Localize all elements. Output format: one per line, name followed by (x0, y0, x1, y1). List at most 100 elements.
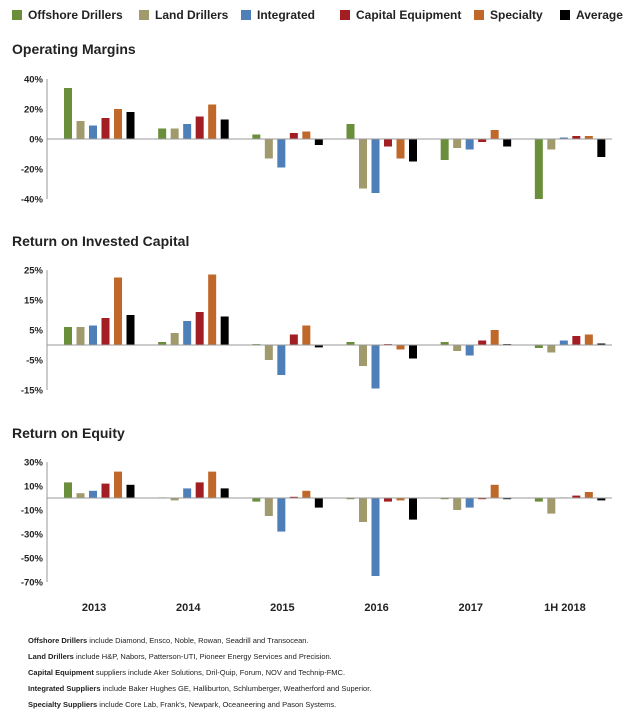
bar (534, 345, 543, 348)
y-tick-label: -15% (21, 386, 44, 397)
footnote: Land Drillers include H&P, Nabors, Patte… (28, 649, 628, 665)
footnote-text: include Baker Hughes GE, Halliburton, Sc… (100, 684, 372, 693)
bar (478, 340, 487, 345)
legend-item-specialty: Specialty (474, 8, 543, 22)
bar (183, 321, 192, 345)
bar (220, 488, 229, 498)
bar (114, 109, 122, 139)
y-tick-label: -70% (21, 578, 44, 589)
bar (346, 124, 355, 139)
legend-item-land-drillers: Land Drillers (139, 8, 228, 22)
y-tick-label: -10% (21, 506, 44, 517)
bar (559, 137, 568, 139)
y-tick-label: -50% (21, 554, 44, 565)
legend-label: Land Drillers (155, 8, 229, 22)
bar (264, 498, 273, 516)
bar (101, 318, 110, 345)
y-tick-label: 5% (29, 326, 43, 337)
footnote-term: Land Drillers (28, 652, 74, 661)
bar (409, 345, 417, 359)
bar (490, 130, 499, 139)
y-tick-label: -5% (26, 356, 43, 367)
chart-title-roic: Return on Invested Capital (12, 233, 190, 249)
legend-swatch (560, 10, 570, 20)
bar (490, 484, 499, 498)
legend-swatch (474, 10, 484, 20)
bar (314, 139, 323, 145)
bar (170, 128, 179, 139)
bar (170, 333, 179, 345)
bar (208, 274, 217, 345)
bar (195, 116, 204, 139)
bar (302, 131, 311, 139)
legend-item-integrated: Integrated (241, 8, 315, 22)
bar (584, 334, 593, 345)
bar (534, 139, 543, 199)
bar (64, 482, 72, 498)
bar (559, 340, 568, 345)
bar (584, 492, 593, 498)
legend-item-average: Average (560, 8, 623, 22)
footnote: Capital Equipment suppliers include Aker… (28, 665, 628, 681)
bar (252, 134, 261, 139)
x-tick-label: 1H 2018 (544, 602, 586, 614)
bar (314, 345, 323, 348)
bar (101, 483, 110, 498)
chart-title-operating-margins: Operating Margins (12, 41, 136, 57)
bar (289, 334, 298, 345)
legend-item-capital-equipment: Capital Equipment (340, 8, 461, 22)
bar (572, 495, 581, 498)
y-tick-label: 15% (24, 296, 44, 307)
bar (371, 498, 380, 576)
y-tick-label: 30% (24, 458, 44, 469)
bar (440, 342, 449, 345)
bar (384, 139, 392, 147)
bar (409, 498, 417, 520)
y-tick-label: 10% (24, 482, 44, 493)
bar (126, 484, 135, 498)
footnote-term: Capital Equipment (28, 668, 94, 677)
bar (252, 498, 261, 502)
bar (534, 498, 543, 502)
footnote-term: Integrated Suppliers (28, 684, 101, 693)
legend-label: Average (576, 8, 623, 22)
bar (453, 498, 462, 510)
y-tick-label: -30% (21, 530, 44, 541)
bar (584, 136, 593, 139)
bar (572, 336, 581, 345)
bar (453, 139, 462, 148)
bar (126, 315, 135, 345)
bar (465, 345, 474, 356)
bar (465, 498, 474, 508)
bar (101, 118, 110, 139)
bar (359, 345, 367, 366)
bar (478, 139, 487, 142)
legend-label: Specialty (490, 8, 543, 22)
bar (76, 121, 85, 139)
bar (409, 139, 417, 162)
bar (114, 471, 122, 498)
legend-item-offshore-drillers: Offshore Drillers (12, 8, 123, 22)
bar (89, 125, 97, 139)
legend-label: Integrated (257, 8, 316, 22)
bar (597, 343, 606, 345)
bar (547, 139, 556, 150)
bar (440, 498, 449, 500)
y-tick-label: 0% (29, 135, 43, 146)
bar (277, 139, 286, 168)
bar (453, 345, 462, 351)
bar (371, 139, 380, 193)
bar (208, 104, 217, 139)
bar (264, 139, 273, 159)
bar (220, 119, 229, 139)
chart-title-roe: Return on Equity (12, 425, 125, 441)
footnote: Integrated Suppliers include Baker Hughe… (28, 681, 628, 697)
bar (64, 88, 72, 139)
footnote-text: include Core Lab, Frank's, Newpark, Ocea… (97, 700, 337, 709)
bar (114, 277, 122, 345)
legend-swatch (340, 10, 350, 20)
bar (396, 345, 405, 350)
x-tick-label: 2013 (82, 602, 106, 614)
y-tick-label: 40% (24, 75, 44, 86)
bar (302, 490, 311, 498)
